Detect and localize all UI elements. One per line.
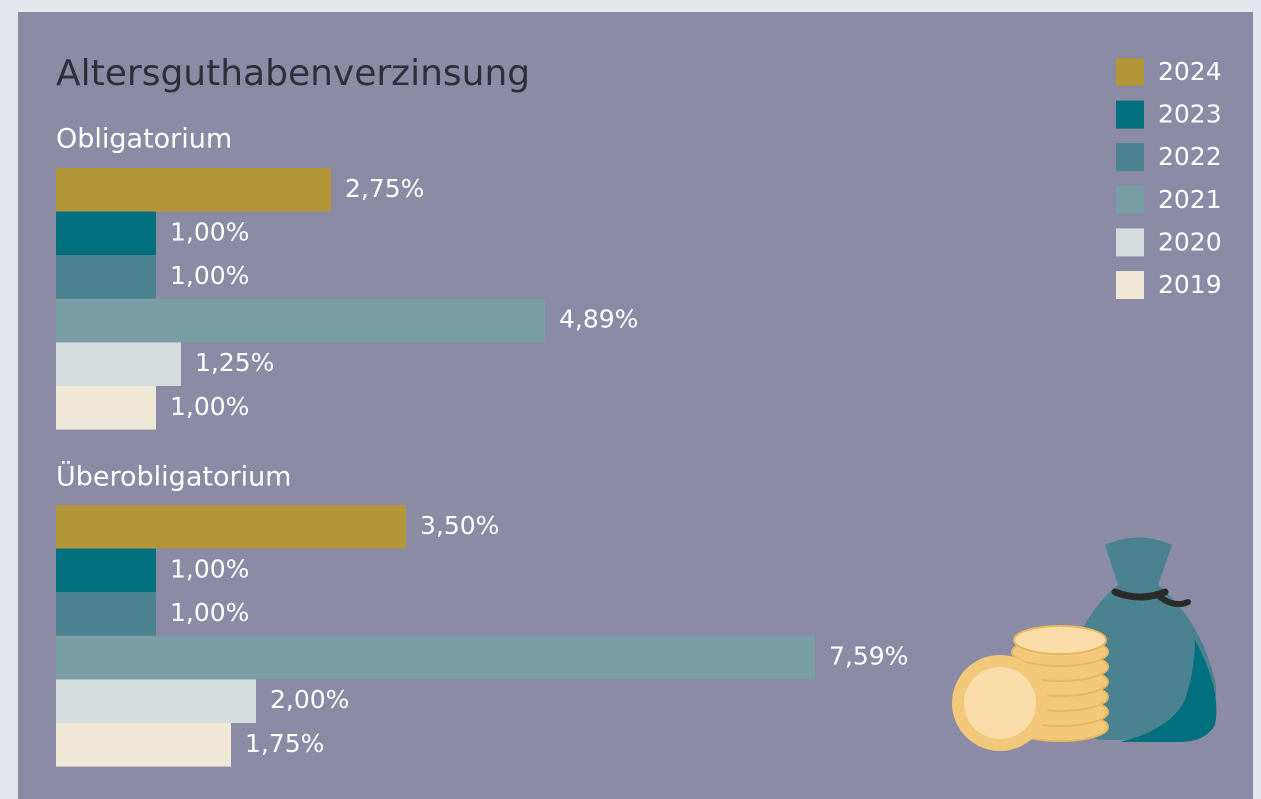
value-label: 7,59%: [829, 642, 908, 671]
legend-label: 2021: [1158, 185, 1222, 214]
bar: [56, 723, 231, 767]
legend-swatch: [1116, 143, 1144, 171]
chart-title: Altersguthabenverzinsung: [56, 53, 530, 94]
value-label: 3,50%: [420, 511, 499, 540]
value-label: 2,75%: [345, 174, 424, 203]
bar: [56, 342, 181, 386]
page: {"chart_data": {"type": "bar", "orientat…: [0, 0, 1261, 799]
value-label: 4,89%: [559, 305, 638, 334]
legend-label: 2024: [1158, 57, 1222, 86]
legend-label: 2023: [1158, 100, 1222, 129]
bar: [56, 505, 406, 549]
bar: [56, 386, 156, 430]
legend-label: 2019: [1158, 270, 1222, 299]
value-label: 2,00%: [270, 685, 349, 714]
bar: [56, 212, 156, 256]
value-label: 1,00%: [170, 598, 249, 627]
value-label: 1,00%: [170, 554, 249, 583]
bar: [56, 549, 156, 593]
bar: [56, 636, 815, 680]
legend-swatch: [1116, 271, 1144, 299]
bar: [56, 255, 156, 299]
value-label: 1,75%: [245, 729, 324, 758]
value-label: 1,25%: [195, 348, 274, 377]
legend-swatch: [1116, 228, 1144, 256]
bar: [56, 299, 545, 343]
value-label: 1,00%: [170, 217, 249, 246]
category-label: Überobligatorium: [56, 461, 292, 493]
legend-swatch: [1116, 58, 1144, 86]
legend-swatch: [1116, 186, 1144, 214]
bar: [56, 592, 156, 636]
legend-label: 2020: [1158, 227, 1222, 256]
legend-swatch: [1116, 101, 1144, 129]
legend-label: 2022: [1158, 142, 1222, 171]
category-label: Obligatorium: [56, 124, 232, 155]
value-label: 1,00%: [170, 261, 249, 290]
bar: [56, 168, 331, 212]
chart: Altersguthabenverzinsung Obligatorium 2,7…: [0, 0, 1261, 799]
bar: [56, 679, 256, 723]
value-label: 1,00%: [170, 392, 249, 421]
